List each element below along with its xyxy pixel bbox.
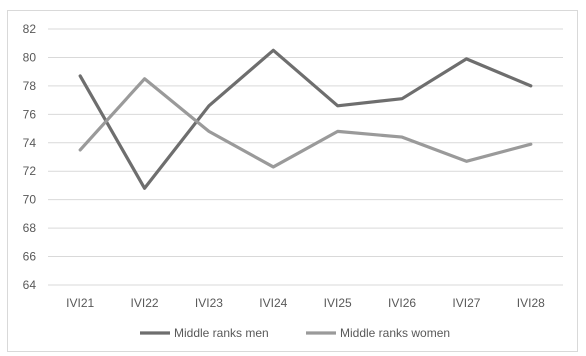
x-tick-label: IVI22	[131, 296, 159, 310]
x-tick-label: IVI28	[517, 296, 545, 310]
gridlines	[48, 28, 563, 286]
y-tick-label: 72	[23, 164, 37, 178]
y-tick-label: 70	[23, 193, 37, 207]
y-tick-label: 78	[23, 79, 37, 93]
x-tick-label: IVI24	[259, 296, 287, 310]
y-tick-label: 64	[23, 278, 37, 292]
y-tick-label: 68	[23, 221, 37, 235]
x-tick-label: IVI26	[388, 296, 416, 310]
x-tick-label: IVI25	[324, 296, 352, 310]
y-tick-label: 82	[23, 22, 37, 36]
x-axis-ticks: IVI21 IVI22 IVI23 IVI24 IVI25 IVI26 IVI27 IVI28	[66, 296, 545, 310]
legend: Middle ranks men Middle ranks women	[140, 326, 450, 340]
y-tick-label: 74	[23, 136, 37, 150]
legend-label: Middle ranks women	[340, 326, 450, 340]
legend-label: Middle ranks men	[174, 326, 269, 340]
y-tick-label: 66	[23, 250, 37, 264]
series-line	[78, 48, 533, 190]
x-tick-label: IVI21	[66, 296, 94, 310]
series-lines	[78, 48, 533, 190]
y-tick-label: 80	[23, 50, 37, 64]
x-tick-label: IVI23	[195, 296, 223, 310]
series-line	[78, 77, 533, 169]
x-tick-label: IVI27	[452, 296, 480, 310]
y-tick-label: 76	[23, 107, 37, 121]
y-axis-ticks: 64 66 68 70 72 74 76 78 80 82	[23, 22, 37, 292]
